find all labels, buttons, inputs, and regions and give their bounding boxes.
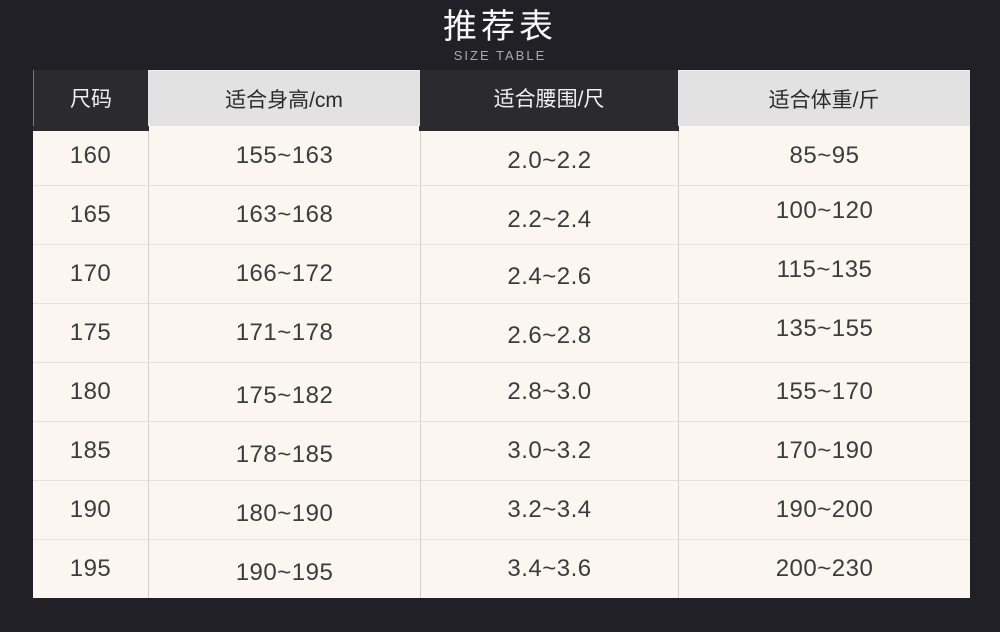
cell-weight: 135~155 (678, 303, 970, 362)
cell-weight: 100~120 (678, 185, 970, 244)
cell-size: 185 (33, 421, 148, 480)
table-row: 190 180~190 3.2~3.4 190~200 (33, 480, 970, 539)
cell-height: 175~182 (148, 362, 420, 421)
cell-waist: 3.4~3.6 (420, 539, 678, 598)
cell-size: 170 (33, 244, 148, 303)
cell-size: 190 (33, 480, 148, 539)
cell-waist: 3.2~3.4 (420, 480, 678, 539)
cell-weight: 115~135 (678, 244, 970, 303)
page-subtitle: SIZE TABLE (453, 48, 547, 63)
cell-height: 171~178 (148, 303, 420, 362)
header-row: 尺码 适合身高/cm 适合腰围/尺 适合体重/斤 (33, 70, 970, 131)
cell-waist: 3.0~3.2 (420, 421, 678, 480)
cell-height: 190~195 (148, 539, 420, 598)
cell-weight: 155~170 (678, 362, 970, 421)
table-body: 160 155~163 2.0~2.2 85~95 165 163~168 2.… (33, 126, 970, 598)
cell-waist: 2.0~2.2 (420, 126, 678, 185)
cell-waist: 2.2~2.4 (420, 185, 678, 244)
cell-weight: 170~190 (678, 421, 970, 480)
cell-height: 163~168 (148, 185, 420, 244)
cell-weight: 85~95 (678, 126, 970, 185)
page-title: 推荐表 (443, 8, 557, 46)
cell-height: 178~185 (148, 421, 420, 480)
header-cell-weight: 适合体重/斤 (678, 70, 970, 126)
header-cell-size: 尺码 (33, 70, 149, 131)
cell-size: 175 (33, 303, 148, 362)
title-block: 推荐表 SIZE TABLE (0, 0, 1000, 70)
cell-size: 195 (33, 539, 148, 598)
cell-size: 180 (33, 362, 148, 421)
cell-size: 160 (69, 141, 112, 169)
table-row: 180 175~182 2.8~3.0 155~170 (33, 362, 970, 421)
table-row: 170 166~172 2.4~2.6 115~135 (33, 244, 970, 303)
cell-size: 165 (33, 185, 148, 244)
cell-weight: 190~200 (678, 480, 970, 539)
cell-height: 180~190 (148, 480, 420, 539)
header-cell-waist: 适合腰围/尺 (419, 70, 679, 131)
table-row: 185 178~185 3.0~3.2 170~190 (33, 421, 970, 480)
size-table: 尺码 适合身高/cm 适合腰围/尺 适合体重/斤 160 155~163 2.0… (33, 70, 970, 598)
cell-waist: 2.4~2.6 (420, 244, 678, 303)
cell-waist: 2.8~3.0 (420, 362, 678, 421)
table-row: 160 155~163 2.0~2.2 85~95 (33, 126, 970, 185)
cell-waist: 2.6~2.8 (420, 303, 678, 362)
cell-height: 166~172 (148, 244, 420, 303)
cell-height: 155~163 (148, 126, 420, 185)
table-row: 165 163~168 2.2~2.4 100~120 (33, 185, 970, 244)
header-cell-height: 适合身高/cm (148, 70, 420, 126)
table-row: 175 171~178 2.6~2.8 135~155 (33, 303, 970, 362)
table-row: 195 190~195 3.4~3.6 200~230 (33, 539, 970, 598)
cell-weight: 200~230 (678, 539, 970, 598)
